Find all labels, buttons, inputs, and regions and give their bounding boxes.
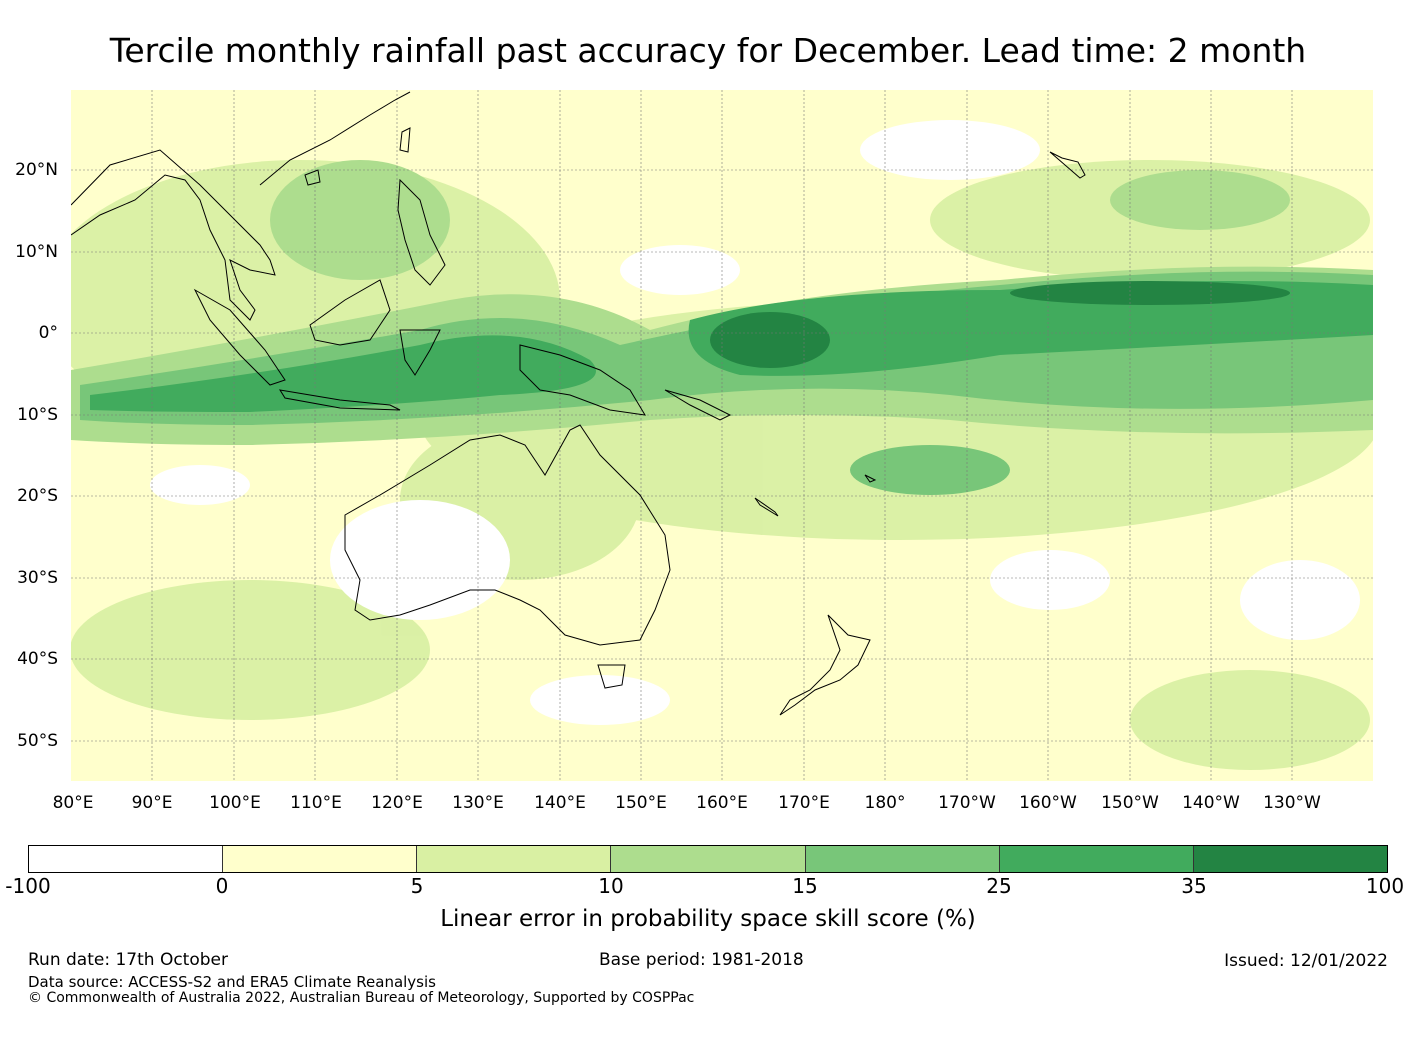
- lon-label: 120°E: [371, 793, 423, 813]
- australia-coast: [344, 424, 671, 646]
- borneo-coast: [309, 279, 391, 346]
- lat-label: 50°S: [17, 731, 58, 751]
- chart-title: Tercile monthly rainfall past accuracy f…: [109, 31, 1307, 70]
- lat-label: 40°S: [17, 649, 58, 669]
- colorbar-segment: [417, 846, 612, 872]
- lon-label: 170°E: [778, 793, 830, 813]
- new-guinea-coast: [519, 344, 646, 416]
- colorbar-tick: 25: [986, 874, 1012, 898]
- lon-label: 110°E: [290, 793, 342, 813]
- lat-label: 10°S: [17, 405, 58, 425]
- new-caledonia-coast: [754, 497, 779, 517]
- lon-label: 90°E: [131, 793, 173, 813]
- copyright: © Commonwealth of Australia 2022, Austra…: [28, 990, 695, 1006]
- sumatra-coast: [193, 288, 286, 386]
- new-zealand-coast: [779, 614, 871, 716]
- colorbar-tick: 5: [410, 874, 424, 898]
- sulawesi-coast: [399, 329, 441, 376]
- lat-label: 20°S: [17, 486, 58, 506]
- lon-label: 160°E: [696, 793, 748, 813]
- colorbar-tick: 10: [598, 874, 624, 898]
- tasmania-coast: [597, 664, 626, 689]
- issued-date: Issued: 12/01/2022: [1224, 951, 1388, 971]
- colorbar-tick: 0: [215, 874, 229, 898]
- lon-label: 140°W: [1182, 793, 1240, 813]
- coastlines: [71, 91, 1086, 716]
- hainan-coast: [304, 169, 321, 186]
- colorbar-segment: [1193, 846, 1387, 872]
- philippines-coast: [397, 178, 446, 286]
- base-period: Base period: 1981-2018: [599, 950, 804, 970]
- lon-label: 150°W: [1101, 793, 1159, 813]
- lon-label: 130°E: [452, 793, 504, 813]
- lat-label: 30°S: [17, 568, 58, 588]
- colorbar-segment: [29, 846, 224, 872]
- lat-label: 20°N: [15, 160, 58, 180]
- lon-label: 170°W: [938, 793, 996, 813]
- colorbar-segment: [999, 846, 1194, 872]
- hawaii-coast: [1049, 151, 1086, 179]
- colorbar-segment: [805, 846, 1000, 872]
- lat-label: 0°: [38, 323, 58, 343]
- negative-score-areas: [150, 120, 1360, 725]
- mainland-asia-coast: [71, 149, 276, 321]
- china-coast: [259, 91, 411, 186]
- map-field: [71, 90, 1373, 781]
- score-25-35-areas: [90, 281, 1373, 412]
- lon-label: 140°E: [534, 793, 586, 813]
- colorbar-label: Linear error in probability space skill …: [440, 906, 976, 932]
- lon-label: 80°E: [52, 793, 94, 813]
- colorbar-tick: 35: [1181, 874, 1207, 898]
- lon-label: 130°W: [1263, 793, 1321, 813]
- solomon-islands-coast: [664, 389, 732, 421]
- taiwan-coast: [399, 127, 411, 153]
- colorbar-segment: [611, 846, 806, 872]
- score-35-100-areas: [710, 281, 1290, 368]
- lat-label: 10°N: [15, 242, 58, 262]
- colorbar: [28, 845, 1388, 873]
- java-coast: [278, 389, 401, 411]
- lon-label: 150°E: [615, 793, 667, 813]
- colorbar-segment: [223, 846, 418, 872]
- lon-label: 100°E: [209, 793, 261, 813]
- lon-label: 180°: [864, 793, 906, 813]
- lon-label: 160°W: [1019, 793, 1077, 813]
- data-source: Data source: ACCESS-S2 and ERA5 Climate …: [28, 973, 436, 991]
- run-date: Run date: 17th October: [28, 950, 228, 970]
- colorbar-tick: -100: [5, 874, 51, 898]
- colorbar-tick: 15: [792, 874, 818, 898]
- graticule: [71, 90, 1373, 781]
- colorbar-tick: 100: [1365, 874, 1405, 898]
- fiji-coast: [864, 474, 877, 483]
